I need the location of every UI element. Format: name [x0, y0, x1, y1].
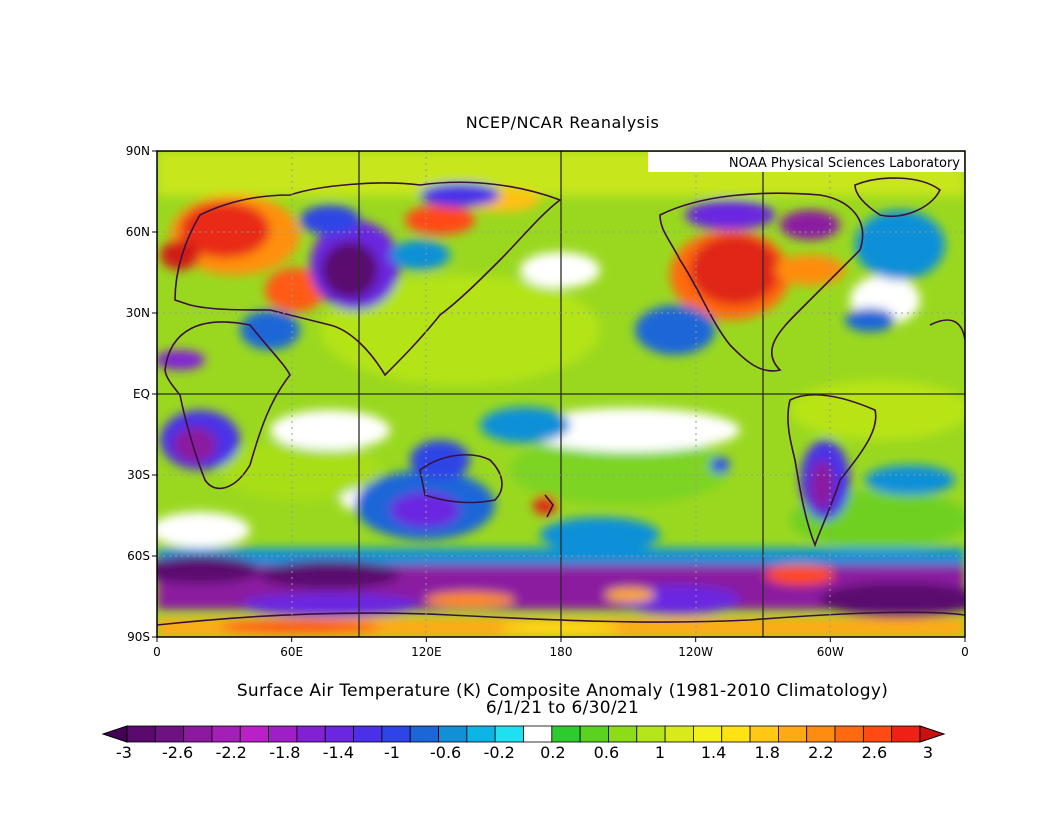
africa-outline: [164, 321, 291, 490]
colorbar-swatch: [154, 725, 185, 743]
iberia-outline: [929, 319, 965, 341]
colorbar-swatch: [126, 725, 156, 743]
colorbar-label: -1.8: [269, 743, 300, 762]
colorbar-label: -0.2: [484, 743, 515, 762]
colorbar-swatch: [268, 725, 298, 743]
subtitle-variable: Surface Air Temperature (K) Composite An…: [236, 681, 889, 701]
colorbar-swatch: [749, 725, 779, 743]
colorbar-swatch: [693, 725, 723, 743]
colorbar-label: 1: [655, 743, 665, 762]
lon-tick-label: 180: [550, 645, 573, 659]
lat-tick-label: 30N: [126, 306, 150, 320]
colorbar-swatch: [324, 725, 354, 743]
colorbar-label: 2.2: [808, 743, 833, 762]
lat-tick-label: 90N: [126, 144, 150, 158]
colorbar-label: -3: [116, 743, 132, 762]
colorbar-swatch: [239, 725, 270, 743]
credit-box: [648, 152, 964, 172]
colorbar-swatch: [296, 725, 326, 743]
colorbar-label: 0.6: [594, 743, 619, 762]
lon-tick-label: 120W: [678, 645, 713, 659]
colorbar-label: -2.2: [216, 743, 247, 762]
antarctica-outline: [157, 611, 965, 626]
colorbar-under-arrow: [101, 725, 128, 743]
colorbar-swatch: [777, 725, 808, 743]
coastlines: [157, 177, 965, 626]
colorbar-label: -0.6: [430, 743, 461, 762]
colorbar-swatch: [551, 725, 581, 743]
colorbar-label: 1.4: [701, 743, 726, 762]
south-america-outline: [787, 394, 877, 548]
colorbar-swatch: [579, 725, 609, 743]
colorbar-swatch: [494, 725, 524, 743]
colorbar-swatch: [664, 725, 694, 743]
lat-tick-label: 90S: [127, 630, 150, 644]
colorbar-label: 0.2: [540, 743, 565, 762]
lon-tick-label: 0: [961, 645, 969, 659]
north-america-outline: [659, 192, 864, 372]
lon-tick-label: 0: [153, 645, 161, 659]
lat-tick-label: 30S: [127, 468, 150, 482]
australia-outline: [419, 454, 503, 504]
lat-tick-label: 60S: [127, 549, 150, 563]
colorbar-swatch: [806, 725, 836, 743]
colorbar-swatch: [353, 725, 383, 743]
colorbar-swatch: [523, 725, 553, 743]
lat-tick-label: 60N: [126, 225, 150, 239]
colorbar-label: -1: [384, 743, 400, 762]
colorbar-swatch: [891, 725, 921, 743]
colorbar-swatch: [381, 725, 411, 743]
colorbar-swatch: [438, 725, 468, 743]
map-title: NCEP/NCAR Reanalysis: [465, 113, 660, 132]
colorbar-over-arrow: [919, 725, 946, 743]
lon-tick-label: 120E: [411, 645, 442, 659]
colorbar-swatch: [636, 725, 666, 743]
lon-tick-label: 60E: [280, 645, 303, 659]
colorbar-swatch: [409, 725, 439, 743]
colorbar-swatch: [466, 725, 496, 743]
colorbar-label: 2.6: [862, 743, 887, 762]
lat-tick-label: EQ: [133, 387, 150, 401]
map-dotted-grid: [157, 151, 965, 637]
colorbar-swatch: [608, 725, 638, 743]
credit-label: NOAA Physical Sciences Laboratory: [729, 156, 960, 171]
colorbar-swatch: [721, 725, 751, 743]
colorbar-swatch: [211, 725, 241, 743]
colorbar-label: -2.6: [162, 743, 193, 762]
greenland-outline: [854, 177, 942, 217]
subtitle-period: 6/1/21 to 6/30/21: [485, 698, 640, 718]
colorbar-label: 3: [923, 743, 933, 762]
lon-tick-label: 60W: [817, 645, 844, 659]
new-zealand-outline: [544, 494, 554, 518]
colorbar-swatch: [834, 725, 864, 743]
colorbar-swatch: [862, 725, 893, 743]
colorbar-label: 1.8: [754, 743, 779, 762]
colorbar: -3 -2.6 -2.2 -1.8 -1.4 -1 -0.6 -0.2 0.2 0.6 1 1.4 1.…: [101, 725, 946, 762]
colorbar-swatch: [183, 725, 213, 743]
colorbar-label: -1.4: [323, 743, 354, 762]
eurasia-outline: [174, 181, 562, 377]
